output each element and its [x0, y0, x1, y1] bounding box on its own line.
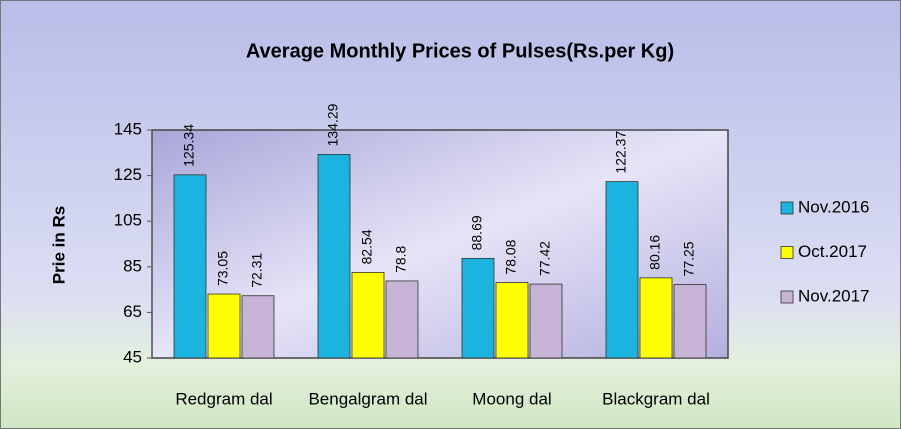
legend-swatch — [780, 246, 794, 259]
bar — [351, 272, 385, 359]
value-label: 122.37 — [613, 131, 629, 174]
value-label: 78.08 — [503, 239, 519, 274]
value-label: 82.54 — [359, 229, 375, 264]
bar — [385, 280, 419, 359]
chart-title: Average Monthly Prices of Pulses(Rs.per … — [246, 40, 674, 62]
legend-label: Nov.2016 — [798, 197, 870, 216]
x-tick-label: Blackgram dal — [602, 389, 710, 408]
legend-label: Nov.2017 — [798, 286, 870, 305]
bar — [639, 277, 673, 359]
bar — [673, 284, 707, 359]
x-tick-label: Moong dal — [472, 389, 551, 408]
value-label: 77.42 — [537, 241, 553, 276]
value-label: 73.05 — [215, 251, 231, 286]
bar — [317, 154, 351, 359]
y-tick-label: 105 — [114, 211, 142, 230]
bar — [495, 282, 529, 359]
value-label: 134.29 — [325, 103, 341, 146]
y-axis-label: Prie in Rs — [49, 206, 68, 284]
x-tick-label: Bengalgram dal — [308, 389, 427, 408]
value-label: 80.16 — [647, 235, 663, 270]
bar — [605, 181, 639, 359]
bar — [461, 257, 495, 359]
y-tick-label: 45 — [123, 347, 142, 366]
legend-swatch — [780, 290, 794, 304]
bar — [529, 283, 563, 359]
value-label: 125.34 — [181, 124, 197, 167]
y-tick-label: 85 — [123, 256, 142, 275]
y-tick-label: 145 — [114, 119, 142, 138]
bar — [207, 293, 241, 359]
value-label: 78.8 — [393, 245, 409, 272]
y-tick-label: 125 — [114, 165, 142, 184]
legend-swatch — [780, 201, 794, 215]
bar — [173, 174, 207, 359]
y-tick-label: 65 — [123, 302, 142, 321]
value-label: 77.25 — [681, 241, 697, 276]
x-tick-label: Redgram dal — [175, 389, 272, 408]
bar — [241, 295, 275, 359]
value-label: 88.69 — [469, 215, 485, 250]
value-label: 72.31 — [249, 252, 265, 287]
legend-label: Oct.2017 — [798, 242, 867, 261]
